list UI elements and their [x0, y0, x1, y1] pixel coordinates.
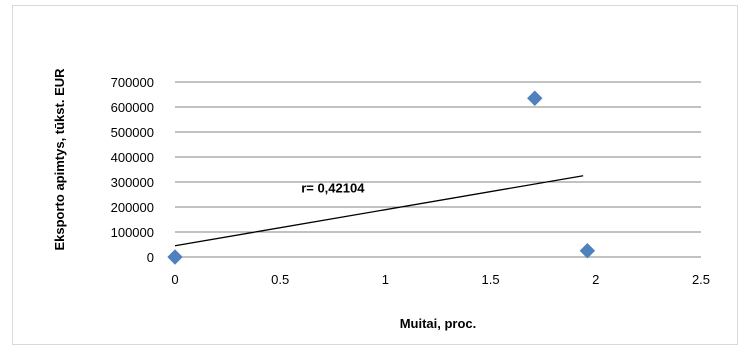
trendline [174, 175, 584, 247]
x-tick-label-5: 2.5 [692, 272, 710, 287]
x-tick-label-1: 0.5 [271, 272, 289, 287]
x-tick-label-2: 1 [382, 272, 389, 287]
data-point-1 [527, 90, 543, 106]
trendline-layer [174, 175, 584, 247]
data-point-0 [167, 249, 183, 265]
y-tick-label-5: 500000 [111, 125, 154, 140]
scatter-chart: 0 100000 200000 300000 400000 500000 600000 700… [52, 68, 710, 331]
data-points [167, 90, 596, 265]
y-tick-label-3: 300000 [111, 175, 154, 190]
chart-frame [12, 5, 738, 345]
y-tick-label-4: 400000 [111, 150, 154, 165]
x-tick-label-4: 2 [592, 272, 599, 287]
y-tick-label-6: 600000 [111, 100, 154, 115]
x-tick-label-0: 0 [171, 272, 178, 287]
x-tick-label-3: 1.5 [482, 272, 500, 287]
y-tick-label-0: 0 [147, 250, 154, 265]
gridlines [175, 81, 701, 233]
y-tick-label-2: 200000 [111, 200, 154, 215]
correlation-annotation: r= 0,42104 [301, 181, 365, 196]
y-tick-label-7: 700000 [111, 75, 154, 90]
x-tick-labels: 0 0.5 1 1.5 2 2.5 [171, 272, 710, 287]
data-point-2 [579, 243, 596, 259]
x-axis-title: Muitai, proc. [400, 316, 477, 331]
y-tick-labels: 0 100000 200000 300000 400000 500000 600000 700… [111, 75, 154, 265]
y-tick-label-1: 100000 [111, 225, 154, 240]
y-axis-title: Eksporto apimtys, tūkst. EUR [52, 68, 67, 251]
